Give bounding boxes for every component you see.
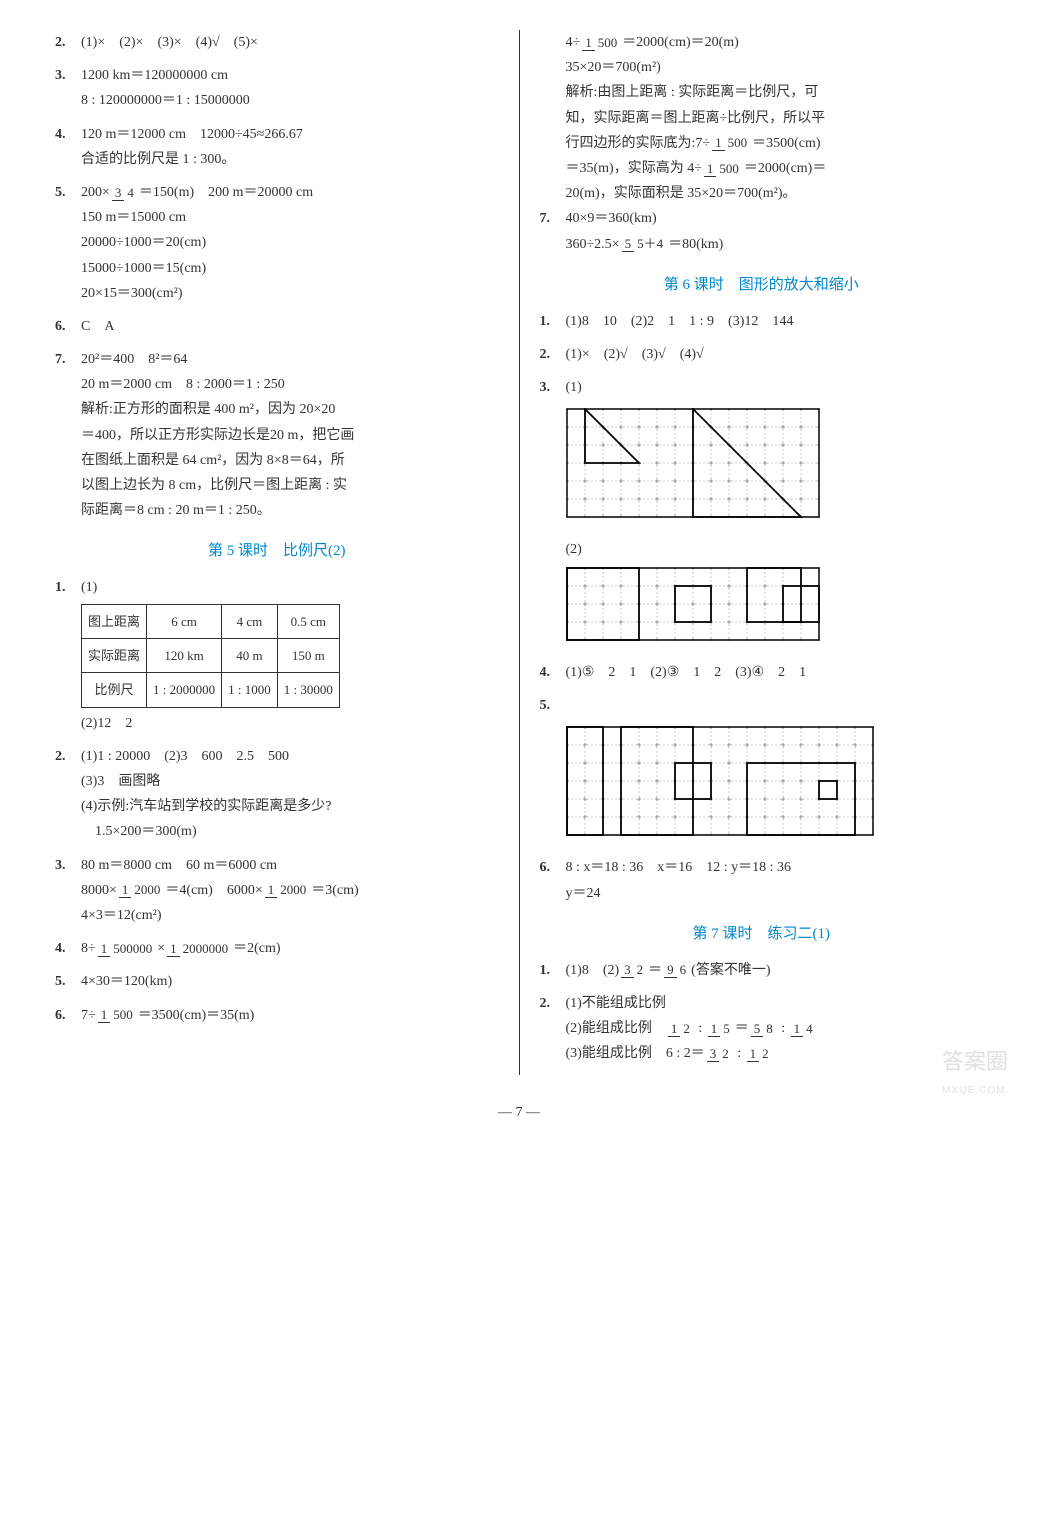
grid-figure-2: [566, 567, 984, 650]
q6: 6. C A: [55, 314, 499, 339]
r-q7: 7. 40×9＝360(km) 360÷2.5×55＋4＝80(km): [540, 206, 984, 256]
q-text: (1)× (2)× (3)× (4)√ (5)×: [81, 30, 499, 55]
q7: 7. 20²＝400 8²＝64 20 m＝2000 cm 8 : 2000＝1…: [55, 347, 499, 523]
page-number: — 7 —: [40, 1100, 998, 1125]
q4: 4. 120 m＝12000 cm 12000÷45≈266.67 合适的比例尺…: [55, 122, 499, 172]
t5: 5. 4×30＝120(km): [55, 969, 499, 994]
section-title-7: 第 7 课时 练习二(1): [540, 921, 984, 948]
section-title-6: 第 6 课时 图形的放大和缩小: [540, 272, 984, 299]
t2: 2. (1)1 : 20000 (2)3 600 2.5 500 (3)3 画图…: [55, 744, 499, 845]
t3: 3. 80 m＝8000 cm 60 m＝6000 cm 8000×12000＝…: [55, 853, 499, 929]
s2: 2. (1)× (2)√ (3)√ (4)√: [540, 342, 984, 367]
s3: 3. (1): [540, 375, 984, 400]
scale-table: 图上距离6 cm4 cm0.5 cm 实际距离120 km40 m150 m 比…: [81, 604, 340, 708]
q5: 5. 200×34＝150(m) 200 m＝20000 cm 150 m＝15…: [55, 180, 499, 306]
watermark: 答案圈 MXQE.COM: [942, 1042, 1008, 1100]
column-divider: [519, 30, 520, 1075]
p2: 2. (1)不能组成比例 (2)能组成比例 12 : 15＝58 : 14 (3…: [540, 991, 984, 1067]
q2: 2. (1)× (2)× (3)× (4)√ (5)×: [55, 30, 499, 55]
q3: 3. 1200 km＝120000000 cm 8 : 120000000＝1 …: [55, 63, 499, 113]
grid-figure-1: [566, 408, 984, 527]
q-num: 2.: [55, 30, 81, 55]
s6: 6. 8 : x＝18 : 36 x＝16 12 : y＝18 : 36 y＝2…: [540, 855, 984, 905]
t4: 4. 8÷1500000×12000000＝2(cm): [55, 936, 499, 961]
t1: 1. (1) 图上距离6 cm4 cm0.5 cm 实际距离120 km40 m…: [55, 575, 499, 736]
s1: 1. (1)8 10 (2)2 1 1 : 9 (3)12 144: [540, 309, 984, 334]
s4: 4. (1)⑤ 2 1 (2)③ 1 2 (3)④ 2 1: [540, 660, 984, 685]
t6: 6. 7÷1500＝3500(cm)＝35(m): [55, 1003, 499, 1028]
p1: 1. (1)8 (2)32＝96(答案不唯一): [540, 958, 984, 983]
s5: 5.: [540, 693, 984, 718]
section-title-5: 第 5 课时 比例尺(2): [55, 538, 499, 565]
grid-figure-3: [566, 726, 984, 845]
